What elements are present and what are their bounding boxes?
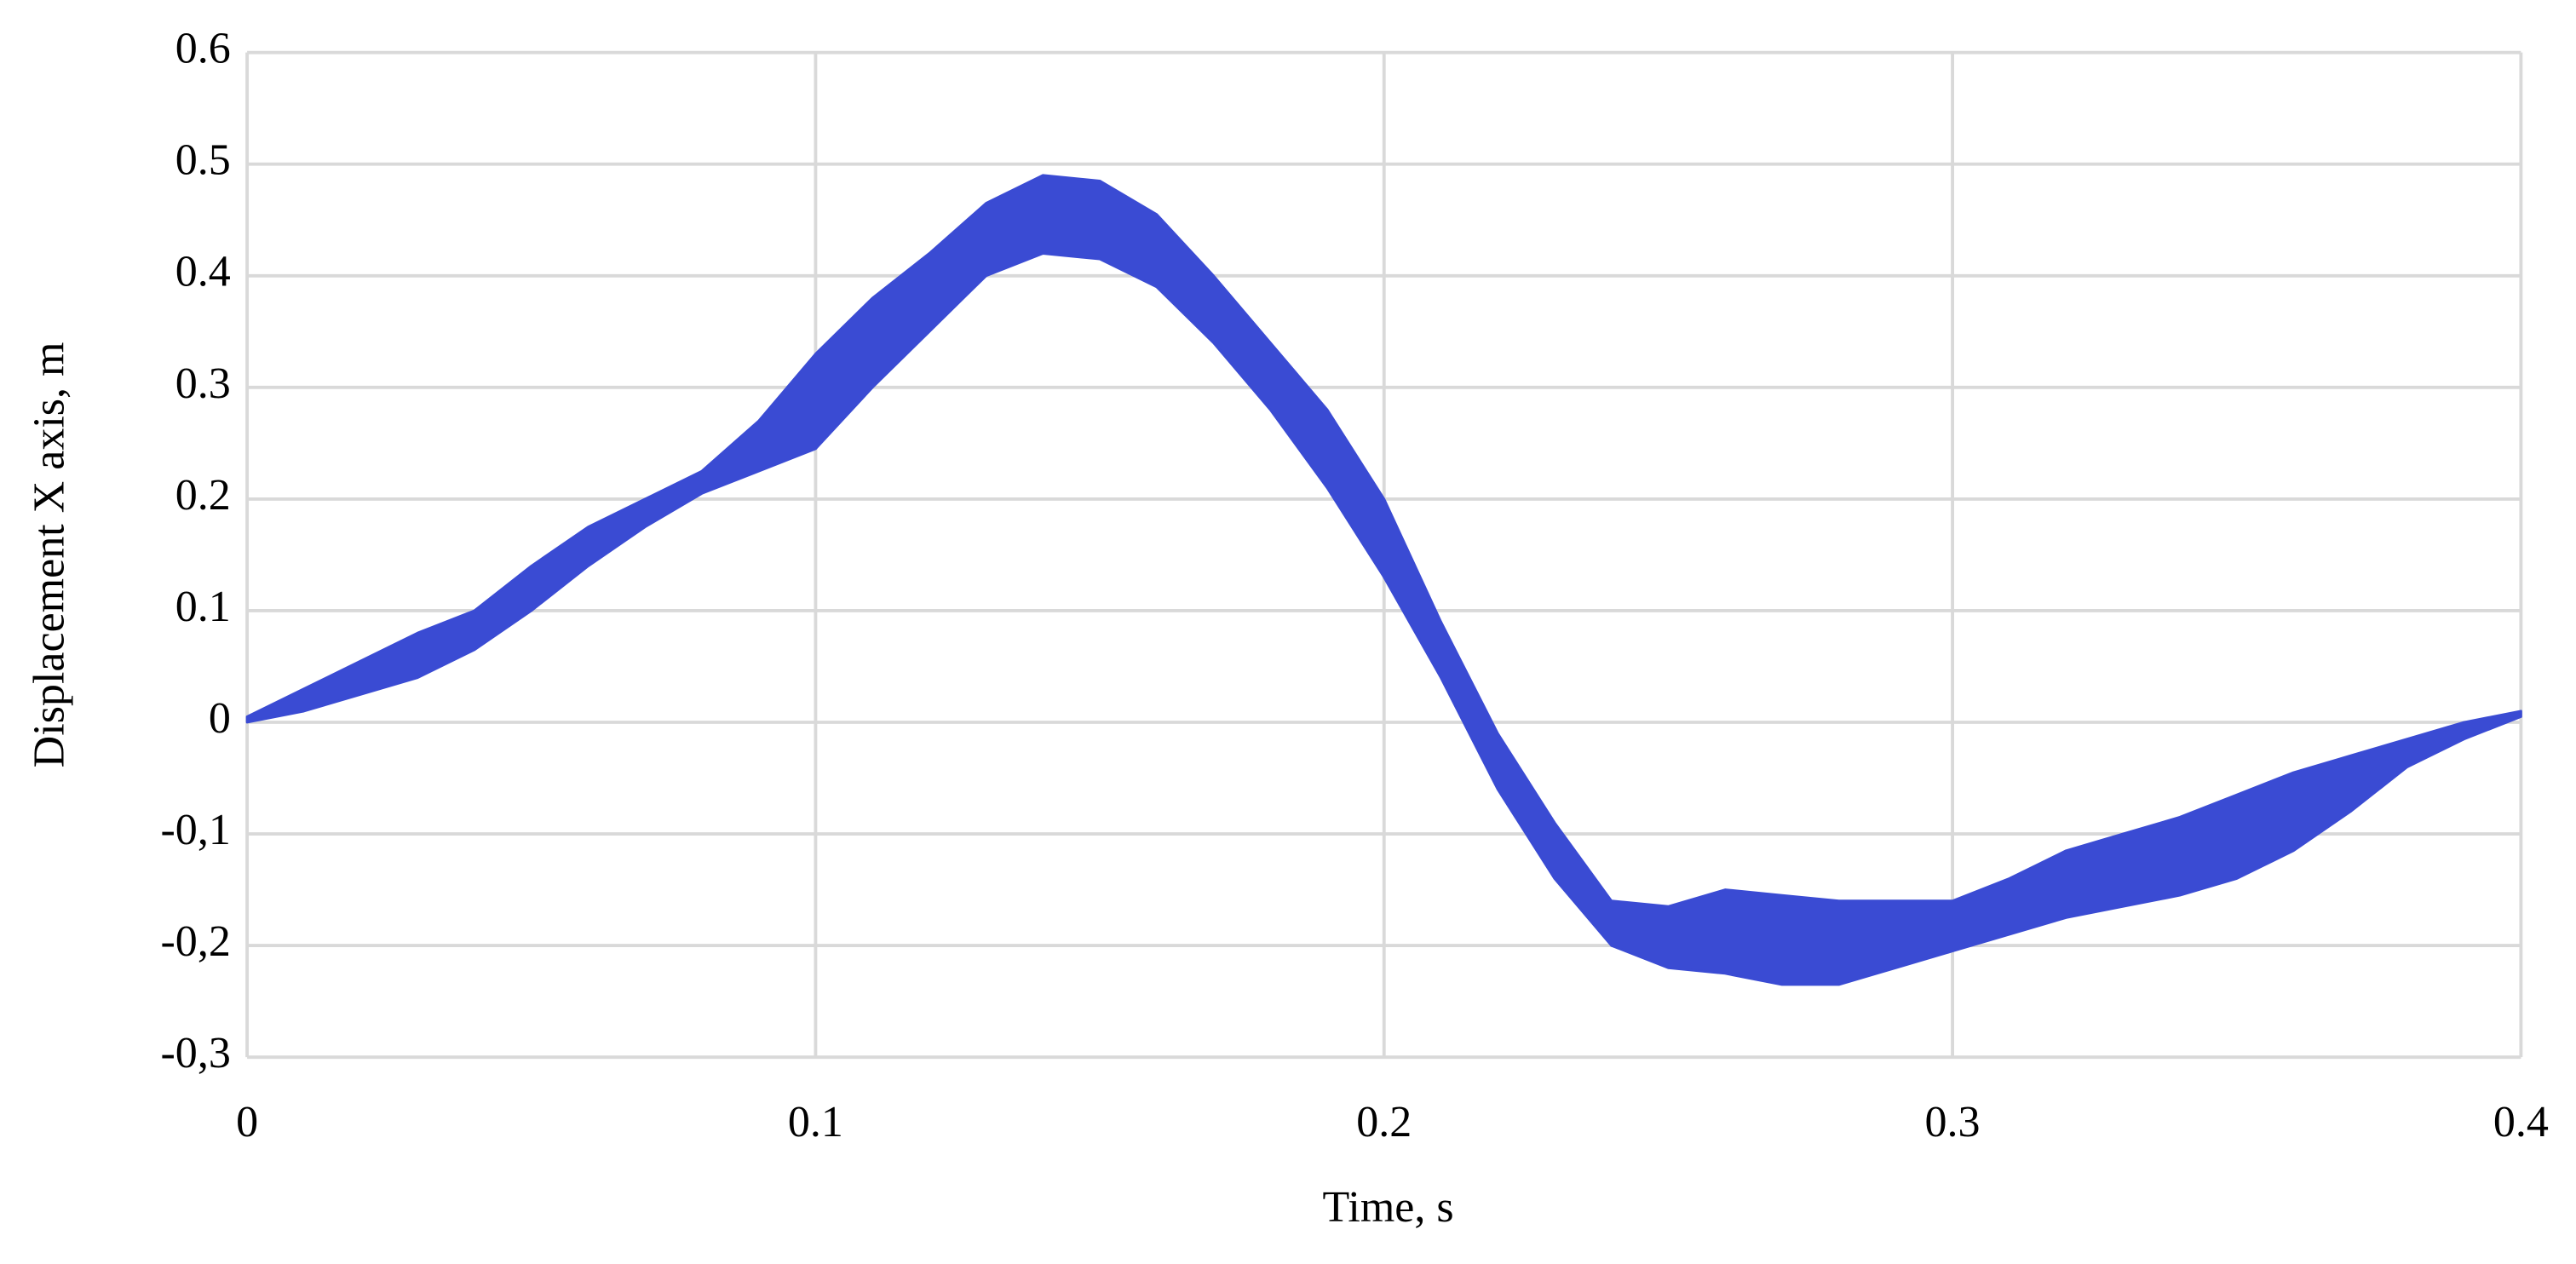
x-tick-label: 0 — [236, 1098, 258, 1146]
x-tick-label: 0.4 — [2493, 1098, 2549, 1146]
y-tick-label: 0.6 — [175, 25, 231, 73]
displacement-band — [245, 174, 2522, 986]
y-tick-label: 0 — [209, 694, 231, 743]
x-axis-title: Time, s — [1322, 1183, 1453, 1232]
x-tick-label: 0.3 — [1925, 1098, 1981, 1146]
y-tick-label: 0.3 — [175, 359, 231, 408]
y-tick-label: 0.2 — [175, 471, 231, 520]
y-tick-label: -0,1 — [160, 806, 230, 854]
y-tick-label: -0,3 — [160, 1029, 230, 1077]
x-tick-label: 0.2 — [1356, 1098, 1412, 1146]
y-tick-label: 0.5 — [175, 136, 231, 185]
y-tick-label: -0,2 — [160, 917, 230, 966]
y-axis-title: Displacement X axis, m — [26, 342, 74, 768]
x-tick-label: 0.1 — [788, 1098, 843, 1146]
y-tick-label: 0.1 — [175, 583, 231, 631]
y-tick-label: 0.4 — [175, 248, 231, 296]
